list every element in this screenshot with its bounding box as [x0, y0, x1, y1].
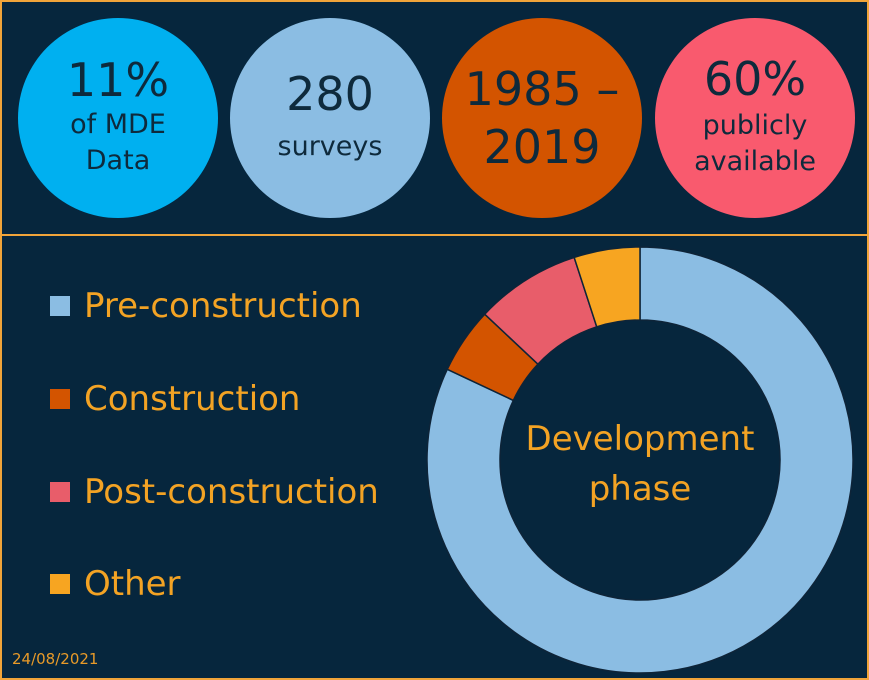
- legend-item-post-construction: Post-construction: [50, 472, 379, 512]
- stat-value: 11%: [66, 53, 170, 107]
- stat-value: 60%: [703, 52, 807, 106]
- stat-circle-mde: 11% of MDE Data: [18, 18, 218, 218]
- stat-value: 1985 –: [464, 62, 620, 116]
- legend-label: Construction: [84, 379, 301, 419]
- donut-slice-other: [573, 246, 641, 328]
- legend-item-other: Other: [50, 564, 181, 604]
- stat-caption: 2019: [483, 120, 601, 174]
- date-stamp: 24/08/2021: [12, 650, 99, 668]
- donut-center-label: Development phase: [525, 419, 755, 509]
- legend-swatch: [50, 482, 70, 502]
- stat-caption: surveys: [277, 131, 383, 162]
- stat-circle-public: 60% publicly available: [655, 18, 855, 218]
- legend-label: Pre-construction: [84, 286, 362, 326]
- legend-swatch: [50, 296, 70, 316]
- stat-value: 280: [286, 67, 374, 121]
- legend-item-pre-construction: Pre-construction: [50, 286, 362, 326]
- stat-caption: publicly available: [694, 110, 816, 177]
- legend-label: Other: [84, 564, 181, 604]
- legend-swatch: [50, 574, 70, 594]
- legend-label: Post-construction: [84, 472, 379, 512]
- legend-item-construction: Construction: [50, 379, 300, 419]
- stat-caption: of MDE Data: [70, 109, 166, 176]
- legend-swatch: [50, 389, 70, 409]
- donut-slice-pre-construction: [426, 246, 854, 674]
- stat-circle-surveys: 280 surveys: [230, 18, 430, 218]
- donut-chart: [426, 246, 854, 674]
- stat-circle-years: 1985 – 2019: [442, 18, 642, 218]
